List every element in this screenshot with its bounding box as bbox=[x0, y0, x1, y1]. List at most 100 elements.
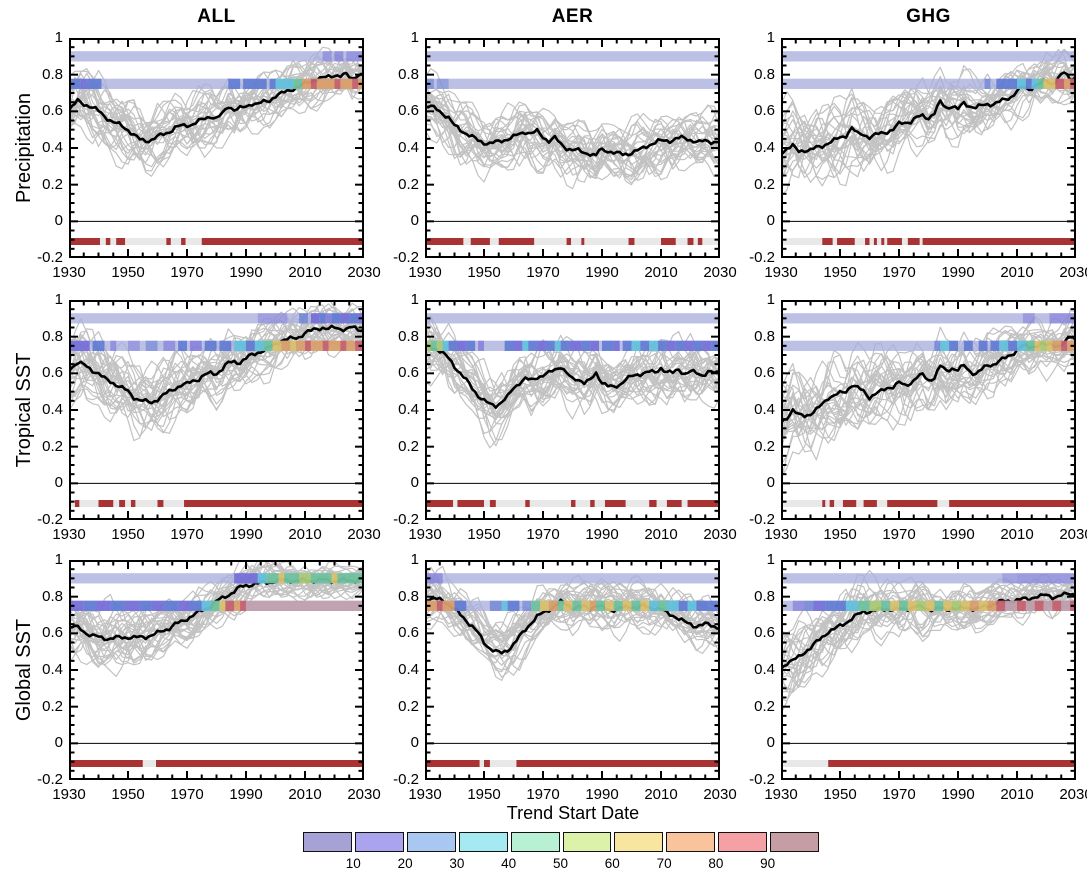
significance-strip-segment bbox=[666, 500, 682, 507]
y-tick-label: 0.2 bbox=[42, 697, 63, 715]
x-tick-label: 1950 bbox=[823, 786, 857, 803]
band-75-segment bbox=[1055, 78, 1065, 89]
axes-frame bbox=[781, 38, 1076, 258]
x-tick-label: 1990 bbox=[941, 526, 975, 543]
band-90-segment bbox=[346, 51, 363, 62]
band-90-base bbox=[426, 313, 719, 324]
band-75-segment bbox=[340, 340, 347, 351]
significance-strip-segment bbox=[829, 500, 835, 507]
x-tick-label: 1930 bbox=[52, 786, 86, 803]
band-75-segment bbox=[1061, 600, 1071, 611]
band-75-segment bbox=[489, 600, 502, 611]
x-tick-label: 2030 bbox=[347, 264, 381, 281]
y-tick-label: 0.8 bbox=[754, 327, 775, 345]
significance-strip-segment bbox=[922, 238, 1075, 245]
band-75-segment bbox=[987, 600, 997, 611]
band-75-segment bbox=[702, 340, 712, 351]
significance-strip-segment bbox=[130, 500, 136, 507]
band-75-segment bbox=[857, 600, 870, 611]
band-75-segment bbox=[139, 600, 152, 611]
significance-strip-segment bbox=[590, 500, 595, 507]
x-tick-label: 1950 bbox=[467, 786, 501, 803]
y-tick-label: 0.8 bbox=[42, 327, 63, 345]
ensemble-member-line bbox=[70, 574, 363, 664]
band-90-segment bbox=[334, 51, 344, 62]
band-75-segment bbox=[540, 600, 549, 611]
colorbar-cells bbox=[303, 832, 820, 852]
ensemble-member-line bbox=[70, 323, 363, 411]
x-tick-label: 1970 bbox=[882, 526, 916, 543]
band-75-segment bbox=[581, 600, 591, 611]
x-tick-label: 1990 bbox=[229, 786, 263, 803]
ensemble-member-line bbox=[782, 71, 1075, 179]
band-75-segment bbox=[622, 600, 632, 611]
y-tick-label: -0.2 bbox=[37, 771, 63, 788]
ensemble-member-line bbox=[70, 572, 363, 677]
band-75-segment bbox=[1043, 78, 1056, 89]
band-75-segment bbox=[457, 340, 467, 351]
significance-strip-segment bbox=[566, 238, 572, 245]
panel-global-sst-ghg bbox=[781, 560, 1076, 780]
axes-frame bbox=[781, 300, 1076, 520]
band-75-segment bbox=[649, 600, 659, 611]
band-90-segment bbox=[325, 313, 332, 324]
band-75-segment bbox=[1052, 600, 1062, 611]
y-tick-label: 0.4 bbox=[398, 661, 419, 678]
band-75-segment bbox=[554, 340, 561, 351]
band-90-segment bbox=[1002, 573, 1017, 584]
band-75-segment bbox=[537, 340, 546, 351]
band-75-segment bbox=[613, 340, 620, 351]
band-75-segment bbox=[916, 600, 926, 611]
x-tick-label: 1930 bbox=[408, 786, 442, 803]
band-90-segment bbox=[257, 573, 267, 584]
band-75-segment bbox=[240, 600, 246, 611]
band-90-segment bbox=[266, 573, 279, 584]
y-tick-label: 1 bbox=[54, 29, 63, 46]
band-75-segment bbox=[1017, 340, 1026, 351]
band-75-segment bbox=[602, 340, 614, 351]
band-75-segment bbox=[501, 600, 508, 611]
ensemble-member-line bbox=[426, 316, 719, 419]
x-tick-label: 2010 bbox=[1000, 264, 1034, 281]
band-75-segment bbox=[189, 340, 202, 351]
x-tick-label: 1930 bbox=[764, 264, 798, 281]
panel-precipitation-ghg bbox=[781, 38, 1076, 258]
y-tick-label: 1 bbox=[410, 291, 419, 308]
y-tick-label: -0.2 bbox=[749, 511, 775, 528]
y-tick-label: 1 bbox=[766, 29, 775, 46]
band-90-segment bbox=[310, 573, 332, 584]
x-tick-label: 1930 bbox=[764, 786, 798, 803]
band-75-segment bbox=[448, 340, 458, 351]
axes-frame bbox=[69, 300, 364, 520]
colorbar-cell-30 bbox=[406, 832, 456, 852]
ensemble-member-line bbox=[426, 580, 719, 678]
band-75-segment bbox=[869, 600, 882, 611]
colorbar-tick-label: 80 bbox=[708, 856, 724, 871]
band-75-segment bbox=[1025, 340, 1035, 351]
y-tick-label: 0 bbox=[54, 734, 63, 752]
significance-strip-base bbox=[426, 238, 719, 245]
band-75-segment bbox=[80, 78, 87, 89]
band-75-segment bbox=[640, 340, 650, 351]
x-tick-label: 2030 bbox=[347, 526, 381, 543]
band-75-segment bbox=[545, 340, 555, 351]
significance-strip-segment bbox=[949, 500, 1075, 507]
colorbar-tick-label: 50 bbox=[552, 856, 569, 871]
x-tick-label: 1950 bbox=[111, 786, 145, 803]
x-tick-label: 1950 bbox=[467, 264, 501, 281]
y-tick-label: 0.4 bbox=[398, 139, 419, 156]
significance-strip-segment bbox=[74, 500, 80, 507]
band-90-segment bbox=[322, 51, 332, 62]
band-75-segment bbox=[70, 78, 81, 89]
panel-tropical-sst-aer bbox=[425, 300, 720, 520]
x-tick-label: 1990 bbox=[941, 786, 975, 803]
y-tick-label: 1 bbox=[410, 551, 419, 568]
significance-strip-segment bbox=[166, 238, 171, 245]
band-75-segment bbox=[210, 600, 220, 611]
band-75-segment bbox=[310, 340, 323, 351]
x-tick-label: 2010 bbox=[644, 526, 678, 543]
band-75-base bbox=[782, 78, 1075, 89]
band-75-segment bbox=[70, 340, 90, 351]
colorbar-cell-10 bbox=[303, 832, 352, 852]
